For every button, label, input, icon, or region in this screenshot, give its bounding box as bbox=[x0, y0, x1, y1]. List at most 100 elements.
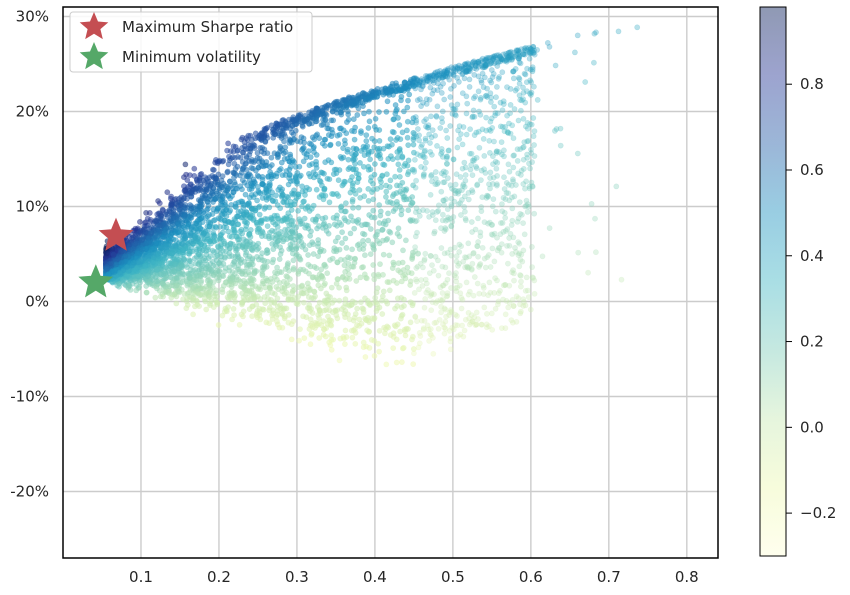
portfolio-point bbox=[484, 311, 489, 316]
portfolio-point bbox=[423, 160, 428, 165]
portfolio-point bbox=[278, 166, 283, 171]
portfolio-point bbox=[445, 277, 450, 282]
portfolio-point bbox=[493, 276, 498, 281]
portfolio-point bbox=[256, 189, 261, 194]
portfolio-point bbox=[457, 124, 462, 129]
portfolio-point bbox=[471, 108, 476, 113]
portfolio-point bbox=[223, 280, 228, 285]
portfolio-point bbox=[191, 312, 196, 317]
portfolio-point bbox=[525, 120, 530, 125]
portfolio-point bbox=[306, 262, 311, 267]
portfolio-point bbox=[133, 226, 138, 231]
portfolio-point bbox=[439, 90, 444, 95]
portfolio-point bbox=[508, 102, 513, 107]
portfolio-point bbox=[225, 295, 230, 300]
portfolio-point bbox=[482, 75, 487, 80]
portfolio-point bbox=[270, 260, 275, 265]
portfolio-point bbox=[491, 56, 496, 61]
portfolio-point bbox=[331, 118, 336, 123]
portfolio-point bbox=[372, 161, 377, 166]
portfolio-point bbox=[453, 182, 458, 187]
portfolio-point bbox=[280, 173, 285, 178]
portfolio-point bbox=[310, 240, 315, 245]
portfolio-point bbox=[518, 273, 523, 278]
portfolio-point bbox=[512, 106, 517, 111]
portfolio-point bbox=[351, 117, 356, 122]
portfolio-point bbox=[517, 200, 522, 205]
portfolio-point bbox=[272, 213, 277, 218]
portfolio-point bbox=[288, 164, 293, 169]
portfolio-point bbox=[408, 320, 413, 325]
portfolio-point bbox=[385, 144, 390, 149]
portfolio-point bbox=[377, 262, 382, 267]
portfolio-point bbox=[311, 251, 316, 256]
portfolio-point bbox=[511, 69, 516, 74]
portfolio-point bbox=[429, 263, 434, 268]
portfolio-point bbox=[412, 169, 417, 174]
portfolio-point bbox=[324, 228, 329, 233]
portfolio-point bbox=[384, 362, 389, 367]
portfolio-point bbox=[195, 219, 200, 224]
portfolio-point bbox=[513, 182, 518, 187]
portfolio-point bbox=[384, 189, 389, 194]
portfolio-point bbox=[377, 349, 382, 354]
portfolio-point bbox=[401, 195, 406, 200]
portfolio-point bbox=[459, 306, 464, 311]
portfolio-point bbox=[495, 173, 500, 178]
portfolio-point bbox=[251, 160, 256, 165]
portfolio-point bbox=[371, 262, 376, 267]
portfolio-point bbox=[422, 257, 427, 262]
portfolio-point bbox=[520, 259, 525, 264]
portfolio-point bbox=[521, 221, 526, 226]
portfolio-point bbox=[250, 256, 255, 261]
portfolio-point bbox=[489, 311, 494, 316]
portfolio-point bbox=[440, 154, 445, 159]
portfolio-point bbox=[343, 328, 348, 333]
portfolio-point bbox=[348, 231, 353, 236]
portfolio-point bbox=[418, 261, 423, 266]
portfolio-point bbox=[216, 261, 221, 266]
portfolio-point bbox=[228, 149, 233, 154]
portfolio-point bbox=[398, 329, 403, 334]
portfolio-point bbox=[354, 219, 359, 224]
portfolio-point bbox=[184, 306, 189, 311]
portfolio-point bbox=[411, 142, 416, 147]
portfolio-point bbox=[315, 276, 320, 281]
portfolio-point bbox=[238, 155, 243, 160]
portfolio-point bbox=[511, 76, 516, 81]
portfolio-point bbox=[440, 120, 445, 125]
portfolio-point bbox=[458, 132, 463, 137]
portfolio-point bbox=[372, 215, 377, 220]
portfolio-point bbox=[277, 257, 282, 262]
portfolio-point bbox=[412, 290, 417, 295]
portfolio-point bbox=[482, 305, 487, 310]
portfolio-point bbox=[432, 320, 437, 325]
portfolio-point bbox=[304, 315, 309, 320]
portfolio-point bbox=[357, 323, 362, 328]
scatter-points bbox=[103, 25, 640, 367]
portfolio-point bbox=[343, 236, 348, 241]
portfolio-point bbox=[471, 251, 476, 256]
portfolio-point bbox=[359, 265, 364, 270]
portfolio-point bbox=[331, 192, 336, 197]
portfolio-point bbox=[445, 207, 450, 212]
portfolio-point bbox=[270, 235, 275, 240]
portfolio-point bbox=[429, 291, 434, 296]
portfolio-point bbox=[170, 270, 175, 275]
portfolio-point bbox=[401, 297, 406, 302]
portfolio-point bbox=[470, 173, 475, 178]
portfolio-point bbox=[472, 156, 477, 161]
portfolio-point bbox=[246, 172, 251, 177]
portfolio-point bbox=[493, 95, 498, 100]
portfolio-point bbox=[267, 308, 272, 313]
portfolio-point bbox=[269, 162, 274, 167]
portfolio-point bbox=[295, 139, 300, 144]
portfolio-point bbox=[619, 277, 624, 282]
portfolio-point bbox=[466, 292, 471, 297]
portfolio-point bbox=[270, 127, 275, 132]
portfolio-point bbox=[154, 286, 159, 291]
portfolio-point bbox=[337, 358, 342, 363]
portfolio-point bbox=[462, 160, 467, 165]
portfolio-point bbox=[284, 233, 289, 238]
portfolio-point bbox=[530, 65, 535, 70]
